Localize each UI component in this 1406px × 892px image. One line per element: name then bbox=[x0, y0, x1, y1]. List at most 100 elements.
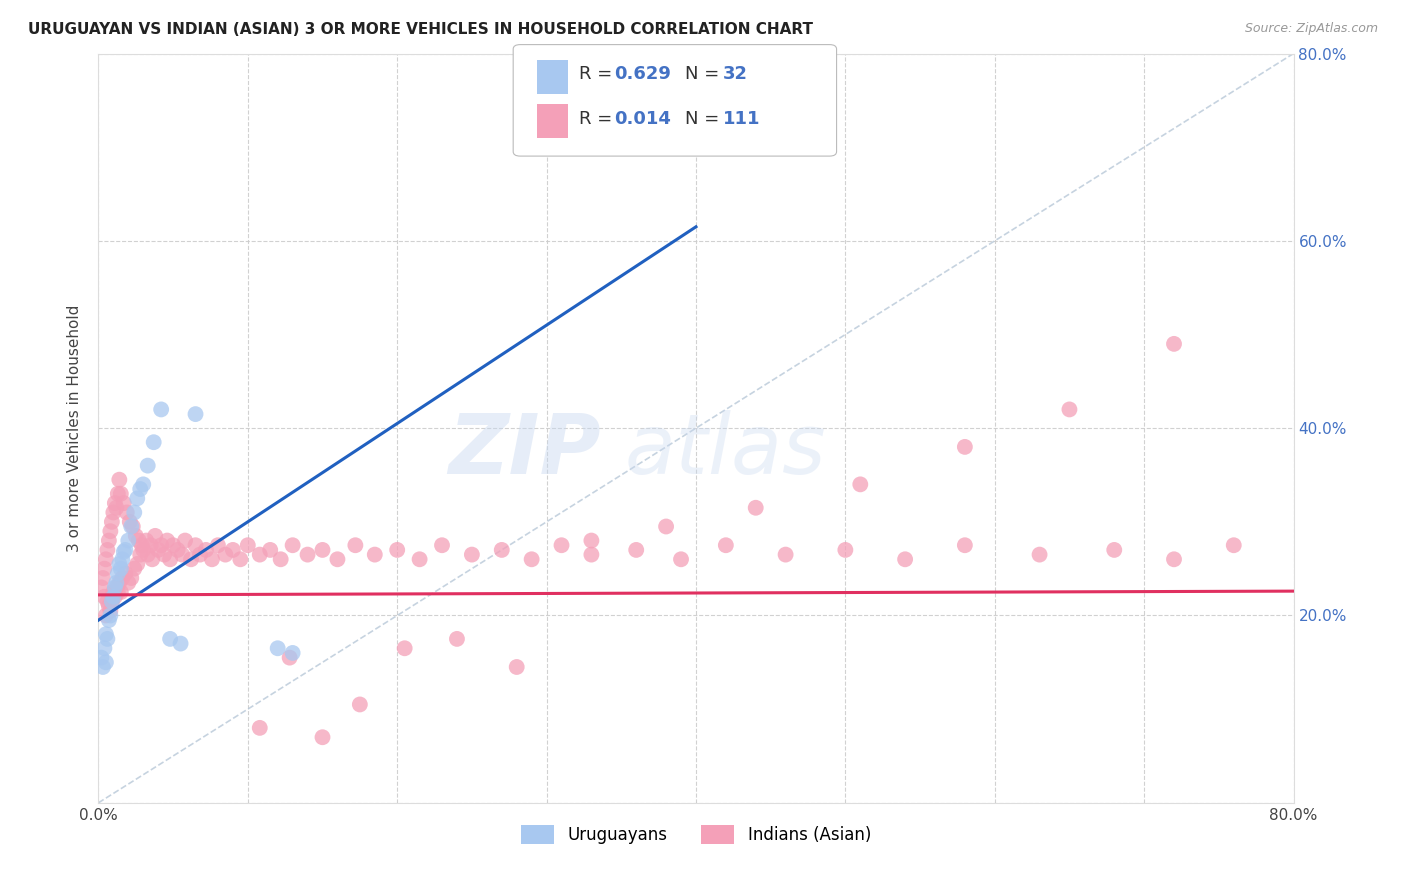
Point bbox=[103, 585, 125, 599]
Point bbox=[110, 487, 132, 501]
Text: 111: 111 bbox=[723, 110, 761, 128]
Point bbox=[111, 552, 134, 566]
Point bbox=[834, 542, 856, 557]
Point bbox=[430, 538, 453, 552]
Point bbox=[150, 538, 173, 552]
Point bbox=[1223, 538, 1246, 552]
Point bbox=[188, 548, 211, 562]
Point bbox=[90, 581, 112, 595]
Point bbox=[104, 581, 127, 595]
Point bbox=[714, 538, 737, 552]
Point bbox=[156, 533, 179, 548]
Point bbox=[311, 542, 333, 557]
Point bbox=[344, 538, 367, 552]
Point bbox=[141, 552, 163, 566]
Point bbox=[107, 585, 129, 599]
Point bbox=[1298, 548, 1320, 562]
Point bbox=[112, 496, 135, 510]
Point bbox=[129, 482, 152, 496]
Point bbox=[101, 594, 124, 608]
Point bbox=[849, 477, 872, 491]
Point bbox=[108, 575, 131, 590]
Point bbox=[408, 552, 430, 566]
Point bbox=[139, 538, 162, 552]
Point bbox=[108, 557, 131, 571]
Point bbox=[114, 542, 136, 557]
Y-axis label: 3 or more Vehicles in Household: 3 or more Vehicles in Household bbox=[67, 304, 83, 552]
Point bbox=[121, 519, 143, 533]
Point bbox=[172, 548, 194, 562]
Point bbox=[1104, 542, 1126, 557]
Point bbox=[132, 542, 155, 557]
Point bbox=[97, 599, 120, 614]
Point bbox=[581, 533, 603, 548]
Point bbox=[96, 632, 118, 646]
Point bbox=[1163, 552, 1185, 566]
Point bbox=[184, 407, 207, 421]
Point bbox=[105, 500, 128, 515]
Legend: Uruguayans, Indians (Asian): Uruguayans, Indians (Asian) bbox=[515, 818, 877, 851]
Point bbox=[311, 730, 333, 744]
Point bbox=[93, 562, 115, 576]
Point bbox=[894, 552, 917, 566]
Point bbox=[626, 542, 648, 557]
Point bbox=[281, 646, 304, 660]
Point bbox=[249, 721, 271, 735]
Point bbox=[184, 538, 207, 552]
Point bbox=[148, 542, 170, 557]
Point bbox=[103, 505, 125, 519]
Point bbox=[166, 542, 188, 557]
Point bbox=[124, 562, 146, 576]
Point bbox=[270, 552, 292, 566]
Point bbox=[93, 641, 115, 656]
Point bbox=[174, 533, 197, 548]
Point bbox=[195, 542, 218, 557]
Point bbox=[136, 548, 159, 562]
Point bbox=[104, 590, 127, 604]
Point bbox=[110, 585, 132, 599]
Point bbox=[90, 650, 112, 665]
Text: URUGUAYAN VS INDIAN (ASIAN) 3 OR MORE VEHICLES IN HOUSEHOLD CORRELATION CHART: URUGUAYAN VS INDIAN (ASIAN) 3 OR MORE VE… bbox=[28, 22, 813, 37]
Point bbox=[236, 538, 259, 552]
Point bbox=[127, 491, 149, 506]
Point bbox=[520, 552, 543, 566]
Text: R =: R = bbox=[579, 110, 619, 128]
Point bbox=[96, 594, 118, 608]
Point bbox=[128, 533, 150, 548]
Point bbox=[131, 538, 153, 552]
Point bbox=[150, 402, 173, 417]
Point bbox=[114, 566, 136, 581]
Text: N =: N = bbox=[685, 110, 724, 128]
Point bbox=[159, 552, 181, 566]
Point bbox=[112, 545, 135, 559]
Point bbox=[103, 590, 125, 604]
Point bbox=[98, 608, 122, 623]
Point bbox=[97, 613, 120, 627]
Point bbox=[108, 473, 131, 487]
Point bbox=[136, 458, 159, 473]
Point bbox=[127, 557, 149, 571]
Point bbox=[669, 552, 692, 566]
Point bbox=[107, 487, 129, 501]
Point bbox=[120, 571, 142, 585]
Point bbox=[120, 519, 142, 533]
Point bbox=[214, 548, 236, 562]
Point bbox=[91, 571, 114, 585]
Point bbox=[745, 500, 768, 515]
Point bbox=[142, 435, 165, 450]
Point bbox=[105, 581, 128, 595]
Point bbox=[207, 538, 229, 552]
Point bbox=[1163, 337, 1185, 351]
Point bbox=[117, 575, 139, 590]
Point bbox=[655, 519, 678, 533]
Text: Source: ZipAtlas.com: Source: ZipAtlas.com bbox=[1244, 22, 1378, 36]
Text: R =: R = bbox=[579, 65, 619, 83]
Point bbox=[229, 552, 252, 566]
Point bbox=[349, 698, 371, 712]
Point bbox=[104, 496, 127, 510]
Text: ZIP: ZIP bbox=[447, 410, 600, 491]
Point bbox=[201, 552, 224, 566]
Point bbox=[461, 548, 484, 562]
Point bbox=[581, 548, 603, 562]
Point bbox=[385, 542, 409, 557]
